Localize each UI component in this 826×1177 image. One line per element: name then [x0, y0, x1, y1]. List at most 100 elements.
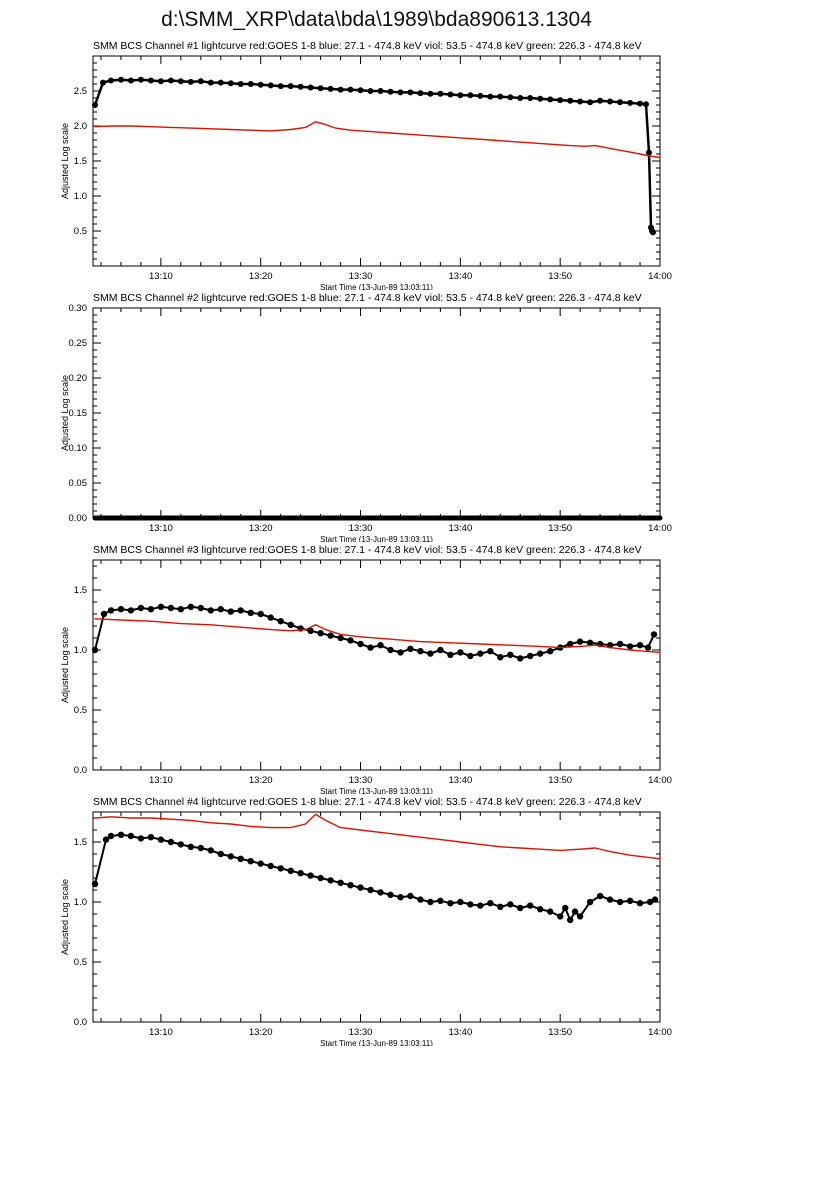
- bcs-data-point: [207, 79, 214, 86]
- bcs-data-point: [317, 85, 324, 92]
- bcs-data-point: [577, 98, 584, 105]
- bcs-data-point: [607, 98, 614, 105]
- bcs-data-point: [626, 643, 634, 650]
- bcs-data-point: [596, 892, 604, 900]
- bcs-data-point: [227, 80, 234, 87]
- bcs-data-point: [586, 639, 594, 646]
- bcs-data-point: [177, 606, 184, 613]
- x-tick-label: 13:40: [448, 775, 472, 786]
- y-tick-label: 0.05: [69, 478, 88, 489]
- bcs-data-point: [597, 97, 604, 104]
- bcs-data-point: [397, 89, 404, 96]
- chart-panel-2: SMM BCS Channel #2 lightcurve red:GOES 1…: [60, 292, 672, 542]
- bcs-data-point: [417, 648, 424, 655]
- bcs-data-point: [650, 229, 656, 236]
- y-tick-label: 0.30: [69, 303, 88, 314]
- bcs-data-point: [636, 900, 644, 907]
- bcs-data-point: [337, 86, 344, 93]
- bcs-data-point: [557, 97, 564, 104]
- bcs-data-point: [567, 916, 574, 924]
- bcs-data-point: [147, 606, 155, 613]
- bcs-data-point: [437, 646, 444, 654]
- bcs-data-point: [417, 90, 424, 97]
- x-tick-label: 13:40: [448, 1027, 472, 1038]
- bcs-data-point: [447, 651, 454, 658]
- bcs-data-point: [197, 604, 204, 612]
- bcs-data-point: [267, 82, 274, 89]
- bcs-data-point: [527, 652, 534, 660]
- bcs-data-point: [437, 897, 444, 904]
- bcs-data-point: [527, 95, 534, 101]
- bcs-data-point: [107, 607, 115, 614]
- bcs-data-point: [477, 902, 484, 909]
- y-tick-label: 1.0: [74, 645, 87, 656]
- y-tick-label: 1.0: [74, 897, 87, 908]
- goes-red-line: [94, 813, 661, 860]
- bcs-data-point: [317, 630, 324, 637]
- bcs-data-point: [537, 95, 544, 102]
- bcs-data-point: [317, 874, 324, 882]
- bcs-data-point: [257, 81, 264, 88]
- bcs-data-point: [267, 614, 274, 621]
- y-axis-label: Adjusted Log scale: [60, 627, 70, 703]
- plot-frame: [92, 811, 661, 1023]
- bcs-data-point: [137, 835, 145, 842]
- bcs-data-point: [197, 78, 204, 85]
- bcs-data-point: [547, 96, 554, 103]
- bcs-black-curve: [94, 605, 655, 660]
- y-tick-label: 0.15: [69, 408, 88, 419]
- bcs-data-point: [217, 79, 224, 86]
- bcs-data-point: [197, 844, 204, 852]
- x-axis-label: Start Time (13-Jun-89 13:03:11): [320, 1039, 433, 1046]
- bcs-data-point: [237, 607, 244, 614]
- bcs-data-point: [327, 632, 334, 639]
- bcs-data-point: [650, 631, 658, 638]
- bcs-data-point: [167, 77, 174, 84]
- x-tick-label: 13:30: [349, 775, 373, 786]
- bcs-data-point: [217, 606, 224, 613]
- y-tick-label: 2.5: [74, 86, 87, 97]
- bcs-data-point: [92, 102, 98, 108]
- x-tick-label: 13:30: [349, 271, 373, 282]
- bcs-data-point: [237, 81, 244, 87]
- y-tick-label: 0.20: [69, 373, 88, 384]
- bcs-data-point: [457, 649, 464, 656]
- bcs-data-point: [636, 642, 644, 649]
- bcs-data-point: [627, 99, 634, 106]
- bcs-data-point: [576, 638, 584, 645]
- bcs-data-point: [257, 860, 264, 867]
- bcs-data-point: [307, 84, 314, 91]
- bcs-data-point: [447, 900, 454, 907]
- bcs-data-point: [297, 870, 304, 877]
- y-tick-label: 0.10: [69, 443, 88, 454]
- bcs-data-point: [137, 604, 145, 612]
- bcs-data-point: [457, 92, 464, 99]
- bcs-data-point: [487, 93, 494, 100]
- bcs-data-point: [537, 650, 544, 657]
- bcs-data-point: [277, 865, 284, 872]
- chart-panel-1: SMM BCS Channel #1 lightcurve red:GOES 1…: [60, 40, 672, 290]
- y-tick-label: 0.5: [74, 705, 87, 716]
- y-tick-label: 1.5: [74, 156, 87, 167]
- bcs-data-point: [547, 908, 554, 915]
- bcs-data-point: [497, 93, 504, 100]
- x-tick-label: 13:20: [249, 523, 273, 534]
- bcs-data-point: [367, 88, 374, 94]
- bcs-data-point: [407, 892, 414, 900]
- bcs-data-point: [437, 90, 444, 97]
- bcs-data-point: [407, 645, 414, 652]
- bcs-data-point: [187, 843, 194, 850]
- x-tick-label: 13:40: [448, 523, 472, 534]
- y-tick-label: 0.5: [74, 957, 87, 968]
- bcs-data-point: [157, 603, 165, 610]
- bcs-data-point: [147, 77, 154, 84]
- bcs-data-point: [127, 607, 135, 614]
- goes-red-line: [94, 618, 661, 654]
- x-tick-label: 13:10: [149, 1027, 173, 1038]
- bcs-data-point: [247, 81, 254, 87]
- y-tick-label: 2.0: [74, 121, 87, 132]
- bcs-data-point: [387, 88, 394, 95]
- bcs-data-point: [118, 76, 124, 83]
- x-tick-label: 14:00: [648, 1027, 672, 1038]
- x-tick-label: 13:30: [349, 1027, 373, 1038]
